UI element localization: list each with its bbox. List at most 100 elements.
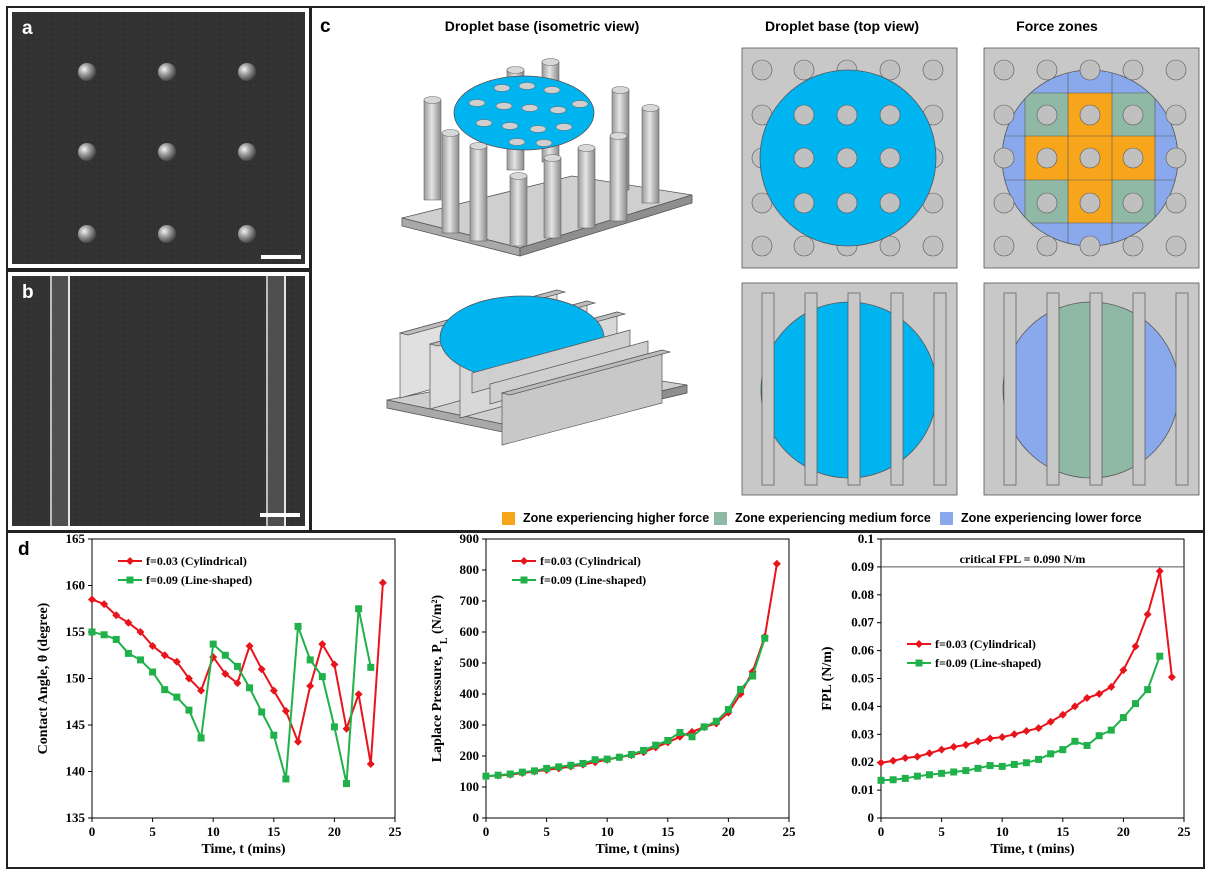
column-title-force-zones: Force zones [1016,18,1098,34]
data-point [1155,567,1164,576]
data-point [330,723,338,731]
critical-fpl-label: critical FPL = 0.090 N/m [960,552,1086,566]
y-tick-label: 0.01 [851,782,874,797]
x-tick-label: 0 [89,824,96,839]
data-point [1119,666,1128,675]
legend-marker [915,659,923,667]
data-point [555,763,563,771]
y-tick-label: 600 [460,624,480,639]
data-point [1083,694,1092,703]
data-point [367,663,375,671]
data-point [88,628,96,636]
panel-c-frame: c Droplet base (isometric view) Droplet … [310,6,1205,532]
data-point [962,767,970,775]
series-line [485,637,766,778]
data-point [603,755,611,763]
data-point [937,745,946,754]
data-point [938,769,946,777]
sem-pillar [158,143,176,161]
data-point [998,762,1006,770]
legend-marker [520,576,528,584]
isometric-line-array [386,289,688,446]
swatch-higher-force [502,511,515,525]
panel-label-b: b [22,282,34,303]
x-tick-label: 25 [389,824,403,839]
data-point [1143,610,1152,619]
data-point [652,741,660,749]
data-point [889,756,898,765]
panel-d-frame: d 135 140 145 150 155 160 165 0 5 10 15 20 25 Time, t… [6,531,1205,869]
data-point [761,634,769,642]
y-tick-label: 135 [66,810,86,825]
data-point [355,605,363,613]
data-point [700,723,708,731]
data-point [100,631,108,639]
x-tick-label: 25 [1178,824,1192,839]
data-point [1119,714,1127,722]
data-point [197,686,206,695]
data-point [961,740,970,749]
y-tick-label: 500 [460,655,480,670]
data-point [579,759,587,767]
legend-higher-force-label: Zone experiencing higher force [523,511,710,525]
data-point [233,662,241,670]
data-point [270,731,278,739]
x-tick-label: 25 [783,824,797,839]
legend-marker [520,557,528,565]
data-point [506,770,514,778]
y-tick-label: 160 [66,578,86,593]
data-point [567,761,575,769]
x-tick-label: 20 [1117,824,1130,839]
data-point [1156,652,1164,660]
y-tick-label: 0.04 [851,698,874,713]
y-tick-label: 145 [66,717,86,732]
y-tick-label: 0 [473,810,480,825]
y-tick-label: 165 [66,533,86,546]
x-tick-label: 10 [207,824,220,839]
data-point [233,679,242,688]
legend-lower-force: Zone experiencing lower force [940,511,1142,525]
sem-pillar [238,225,256,243]
x-axis-label: Time, t (mins) [201,842,285,857]
x-tick-label: 20 [328,824,341,839]
panel-label-c: c [320,16,331,37]
data-point [1034,724,1043,733]
y-tick-label: 300 [460,717,480,732]
data-point [149,668,157,676]
scale-bar [260,513,300,517]
legend-marker [126,557,134,565]
data-point [913,752,922,761]
sem-pillar [158,225,176,243]
data-point [530,767,538,775]
sem-pillar [78,143,96,161]
data-point [136,628,145,636]
sem-line-image [12,276,305,526]
series-line [91,608,372,784]
data-point [173,693,181,701]
data-point [221,669,230,678]
data-point [1095,689,1104,698]
x-tick-label: 10 [996,824,1009,839]
data-point [772,559,781,568]
data-point [1083,741,1091,749]
data-point [1132,700,1140,708]
data-point [124,649,132,657]
data-point [184,674,193,683]
schematic-drawings [386,47,1200,496]
panel-label-a: a [22,18,33,39]
x-tick-label: 15 [267,824,281,839]
x-axis-label: Time, t (mins) [990,842,1074,857]
y-tick-label: 200 [460,748,480,763]
isometric-droplet-base [453,75,595,151]
data-point [197,734,205,742]
data-point [342,724,351,733]
legend-higher-force: Zone experiencing higher force [502,511,709,525]
data-point [1022,759,1030,767]
data-point [246,684,254,692]
data-point [330,660,339,669]
data-point [494,771,502,779]
top-view-lines [741,282,958,496]
series-line [91,582,384,765]
data-point [1010,730,1019,739]
y-axis-label: FPL (N/m) [820,646,835,710]
